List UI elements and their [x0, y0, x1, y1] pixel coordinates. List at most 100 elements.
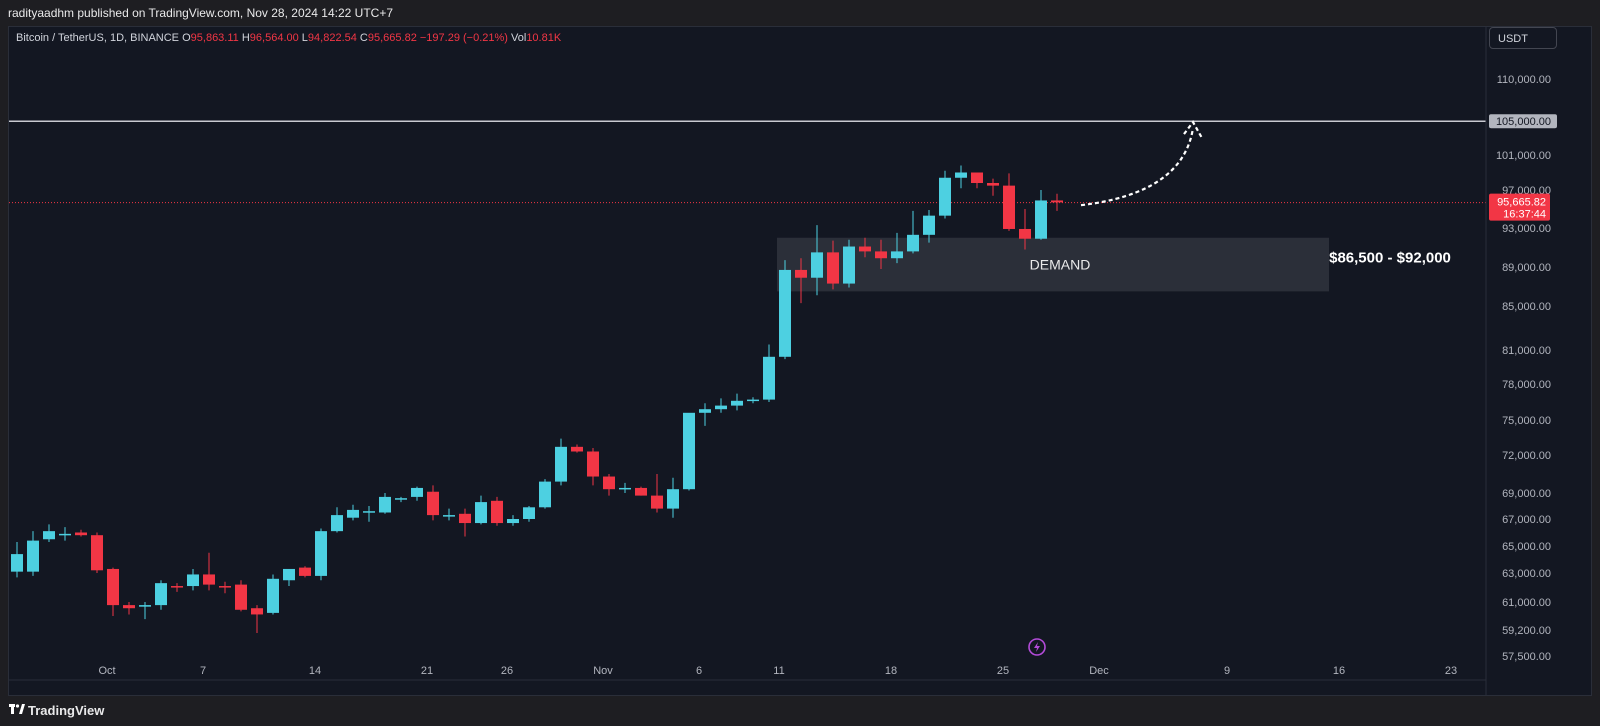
y-tick-label: 69,000.00	[1502, 488, 1551, 500]
y-tick-label: 61,000.00	[1502, 597, 1551, 609]
candle	[731, 393, 743, 411]
candle-body	[331, 515, 343, 532]
candle	[427, 485, 439, 521]
candle	[187, 568, 199, 591]
candle	[411, 486, 423, 501]
last-price-label: 95,665.82	[1497, 197, 1546, 209]
candle	[603, 474, 615, 496]
candle	[59, 527, 71, 541]
candle	[235, 580, 247, 612]
y-tick-label: 81,000.00	[1502, 345, 1551, 357]
demand-range-label: $86,500 - $92,000	[1329, 250, 1451, 267]
candle-body	[155, 583, 167, 606]
projection-arrow-path	[1080, 127, 1195, 207]
candle-body	[251, 608, 263, 615]
candle	[923, 209, 935, 243]
candle-body	[875, 251, 887, 259]
y-tick-label: 57,500.00	[1502, 651, 1551, 663]
candle	[283, 568, 295, 587]
candle-body	[939, 177, 951, 216]
candle-body	[795, 269, 807, 278]
volume-label: Vol	[511, 32, 527, 44]
candle	[1019, 209, 1031, 250]
x-tick-label: Nov	[593, 665, 613, 677]
candle	[571, 444, 583, 453]
candle	[395, 496, 407, 503]
candle	[875, 239, 887, 269]
candle-body	[443, 515, 455, 517]
candle-body	[891, 251, 903, 259]
y-tick-label: 75,000.00	[1502, 415, 1551, 427]
x-tick-label: Oct	[98, 665, 115, 677]
x-tick-label: 6	[696, 665, 702, 677]
candle-body	[11, 554, 23, 572]
publish-info: radityaadhm published on TradingView.com…	[8, 6, 394, 20]
candle	[587, 448, 599, 486]
candle-body	[539, 481, 551, 508]
candle-body	[1003, 185, 1015, 229]
candle-body	[107, 568, 119, 606]
candle	[475, 495, 487, 525]
candle	[107, 567, 119, 616]
low-value: 94,822.54	[307, 32, 357, 44]
candle	[331, 507, 343, 533]
candle	[91, 532, 103, 573]
x-tick-label: 21	[421, 665, 433, 677]
last-price-badge	[1489, 193, 1550, 221]
candle	[539, 479, 551, 509]
x-tick-label: 11	[773, 665, 784, 677]
candle-body	[219, 586, 231, 588]
candle-body	[27, 540, 39, 572]
candle-body	[315, 531, 327, 576]
candle-body	[427, 491, 439, 516]
y-tick-label: 85,000.00	[1502, 301, 1551, 313]
x-tick-label: 7	[200, 665, 206, 677]
candle-body	[267, 578, 279, 613]
candle	[459, 508, 471, 537]
candle	[699, 403, 711, 426]
x-tick-label: 9	[1224, 665, 1230, 677]
candle	[315, 528, 327, 581]
open-value: 95,863.11	[190, 32, 239, 44]
candle-body	[411, 487, 423, 497]
candle-body	[347, 509, 359, 518]
y-tick-label: 93,000.00	[1502, 223, 1551, 235]
candle	[523, 506, 535, 522]
candle-body	[75, 532, 87, 536]
candle	[251, 605, 263, 634]
candle-body	[459, 513, 471, 524]
candle	[75, 529, 87, 537]
currency-button[interactable]: USDT	[1489, 27, 1557, 49]
lightning-icon	[1034, 642, 1040, 652]
candle-body	[187, 574, 199, 587]
candle	[379, 493, 391, 514]
candle-body	[635, 487, 647, 496]
y-tick-label: 59,200.00	[1502, 625, 1551, 637]
tradingview-logo-icon	[9, 704, 25, 714]
candle	[555, 438, 567, 486]
candle-body	[1051, 200, 1063, 203]
volume-value: 10.81K	[526, 32, 562, 44]
candle-body	[299, 567, 311, 576]
candle-body	[683, 412, 695, 490]
candle-body	[603, 476, 615, 490]
candle-body	[491, 500, 503, 524]
y-tick-label: 89,000.00	[1502, 262, 1551, 274]
candle-body	[395, 498, 407, 500]
candle-body	[763, 356, 775, 400]
candle-body	[235, 584, 247, 610]
x-tick-label: 18	[885, 665, 897, 677]
candle-body	[507, 519, 519, 524]
candle	[171, 583, 183, 592]
candle	[219, 581, 231, 594]
resistance-price-badge	[1489, 114, 1557, 129]
candle-body	[619, 487, 631, 490]
x-tick-label: 16	[1333, 665, 1345, 677]
close-label: C	[359, 32, 368, 44]
candle-body	[171, 586, 183, 588]
candle	[827, 240, 839, 290]
candle-body	[779, 269, 791, 357]
candle-body	[363, 511, 375, 513]
candle	[155, 580, 167, 610]
